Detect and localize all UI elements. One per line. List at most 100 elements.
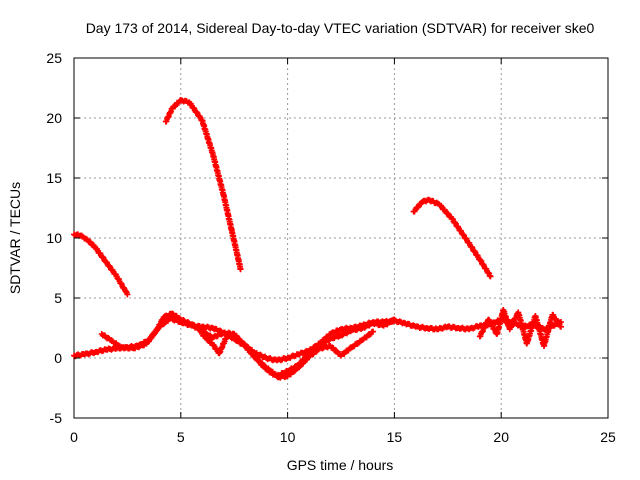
data-point <box>177 97 184 103</box>
y-tick-label: 0 <box>54 350 62 366</box>
data-point <box>130 345 137 352</box>
data-point <box>466 326 473 333</box>
data-point <box>92 349 99 355</box>
data-point <box>523 340 530 347</box>
data-point <box>316 345 323 352</box>
data-point <box>449 215 456 222</box>
data-point <box>162 118 169 125</box>
data-point <box>402 320 409 327</box>
series-low-band-d <box>477 307 564 349</box>
data-point <box>92 244 99 251</box>
data-point <box>77 232 84 239</box>
y-tick-label: 5 <box>54 290 62 306</box>
data-point <box>327 343 334 349</box>
data-point <box>295 351 302 358</box>
series-arc-2 <box>163 97 244 272</box>
data-point <box>444 323 451 330</box>
data-point-interp <box>444 210 451 217</box>
data-point <box>295 364 302 371</box>
data-point <box>359 325 366 331</box>
data-point <box>113 273 120 280</box>
data-point <box>273 357 280 364</box>
data-point <box>169 310 176 317</box>
series-arc-3 <box>411 197 493 279</box>
data-point <box>199 117 206 124</box>
data-point <box>117 344 124 351</box>
data-point <box>258 362 265 369</box>
data-point <box>81 351 88 358</box>
data-point <box>188 321 195 328</box>
data-point <box>540 343 547 349</box>
data-point <box>71 231 77 238</box>
x-tick-label: 5 <box>177 429 185 445</box>
data-point <box>237 338 244 345</box>
data-point <box>370 320 377 327</box>
x-axis-label: GPS time / hours <box>287 457 394 473</box>
data-point <box>558 323 565 330</box>
data-point-interp <box>193 109 200 116</box>
data-point <box>549 311 556 318</box>
data-point <box>515 309 522 316</box>
x-tick-label: 0 <box>70 429 78 445</box>
data-point <box>160 314 167 321</box>
data-point <box>434 326 441 333</box>
data-point <box>485 316 492 323</box>
y-tick-label: -5 <box>50 410 63 426</box>
data-point <box>237 266 244 273</box>
y-tick-label: 10 <box>46 230 62 246</box>
data-point-interp <box>99 254 106 261</box>
data-point <box>284 373 291 379</box>
data-point <box>348 344 355 351</box>
data-point <box>220 191 227 198</box>
data-point <box>220 329 227 336</box>
y-axis-label: SDTVAR / TECUs <box>7 182 23 294</box>
y-tick-label: 20 <box>46 110 62 126</box>
data-point <box>476 322 483 329</box>
series-arc-1 <box>72 231 130 296</box>
x-tick-label: 15 <box>387 429 403 445</box>
data-point-interp <box>241 341 248 348</box>
grid-lines <box>74 58 608 418</box>
data-point <box>423 325 430 331</box>
data-point <box>103 346 110 353</box>
data-point-interp <box>354 340 361 347</box>
data-point-interp <box>414 204 421 211</box>
x-tick-label: 10 <box>280 429 296 445</box>
data-point <box>177 316 184 323</box>
data-point <box>209 325 216 331</box>
data-point <box>224 331 231 337</box>
data-point <box>209 341 216 348</box>
data-point <box>500 307 507 313</box>
data-point <box>263 355 270 361</box>
x-tick-label: 25 <box>600 429 616 445</box>
data-point <box>169 105 176 112</box>
x-tick-label: 20 <box>493 429 509 445</box>
data-point <box>327 335 334 342</box>
data-point <box>107 337 114 343</box>
data-point <box>476 333 483 340</box>
data-point <box>410 208 417 215</box>
data-point <box>476 256 483 263</box>
data-point <box>143 340 150 347</box>
data-point <box>124 291 131 298</box>
data-point <box>199 331 206 337</box>
data-point <box>98 331 105 337</box>
data-point <box>359 337 366 343</box>
data-point <box>338 352 344 359</box>
data-point <box>284 355 291 361</box>
data-point <box>338 326 344 333</box>
axis-ticks: 0 5 10 15 20 25 -5 0 5 10 15 20 25 <box>46 50 616 445</box>
data-point <box>425 196 432 203</box>
data-point-interp <box>313 348 320 355</box>
data-point <box>122 287 129 294</box>
data-point <box>464 237 471 244</box>
data-point <box>229 229 236 235</box>
data-point <box>487 273 494 280</box>
data-point <box>209 334 216 341</box>
data-point <box>103 259 110 265</box>
chart-title: Day 173 of 2014, Sidereal Day-to-day VTE… <box>86 20 595 36</box>
data-point <box>276 374 283 381</box>
data-point <box>248 347 255 354</box>
data-point <box>348 327 355 334</box>
y-tick-label: 25 <box>46 50 62 66</box>
